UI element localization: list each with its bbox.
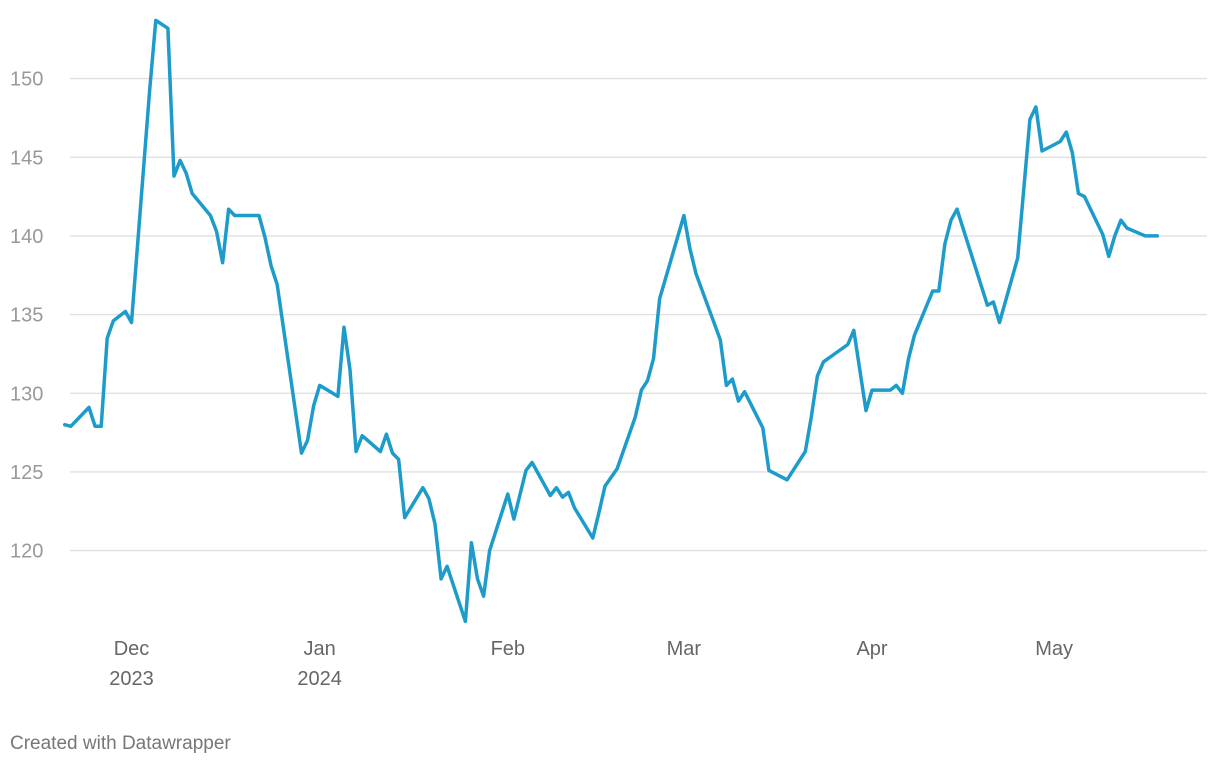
y-tick-label: 125 bbox=[10, 462, 43, 484]
y-tick-label: 120 bbox=[10, 541, 43, 563]
y-tick-label: 130 bbox=[10, 383, 43, 405]
grid-lines bbox=[70, 77, 1207, 552]
x-tick-year-label: 2023 bbox=[109, 668, 154, 690]
x-tick-label: Mar bbox=[667, 638, 702, 660]
series-line-0 bbox=[62, 18, 1160, 624]
credit-text: Created with Datawrapper bbox=[10, 733, 231, 754]
line-chart: 120 125 130 135 140 145 150 Dec 2023 Jan 2024 Feb M… bbox=[10, 18, 1207, 690]
y-tick-label: 140 bbox=[10, 226, 43, 248]
x-tick-year-label: 2024 bbox=[297, 668, 342, 690]
y-tick-label: 135 bbox=[10, 305, 43, 327]
y-tick-label: 150 bbox=[10, 69, 43, 91]
x-tick-label: Dec bbox=[114, 638, 150, 660]
x-tick-label: May bbox=[1035, 638, 1073, 660]
x-tick-label: Jan bbox=[304, 638, 336, 660]
y-axis-ticks: 120 125 130 135 140 145 150 bbox=[10, 69, 43, 563]
x-tick-label: Feb bbox=[491, 638, 525, 660]
y-tick-label: 145 bbox=[10, 147, 43, 169]
x-axis-ticks: Dec 2023 Jan 2024 Feb Mar Apr May bbox=[109, 638, 1073, 690]
series-group bbox=[62, 18, 1160, 624]
x-tick-label: Apr bbox=[856, 638, 887, 660]
